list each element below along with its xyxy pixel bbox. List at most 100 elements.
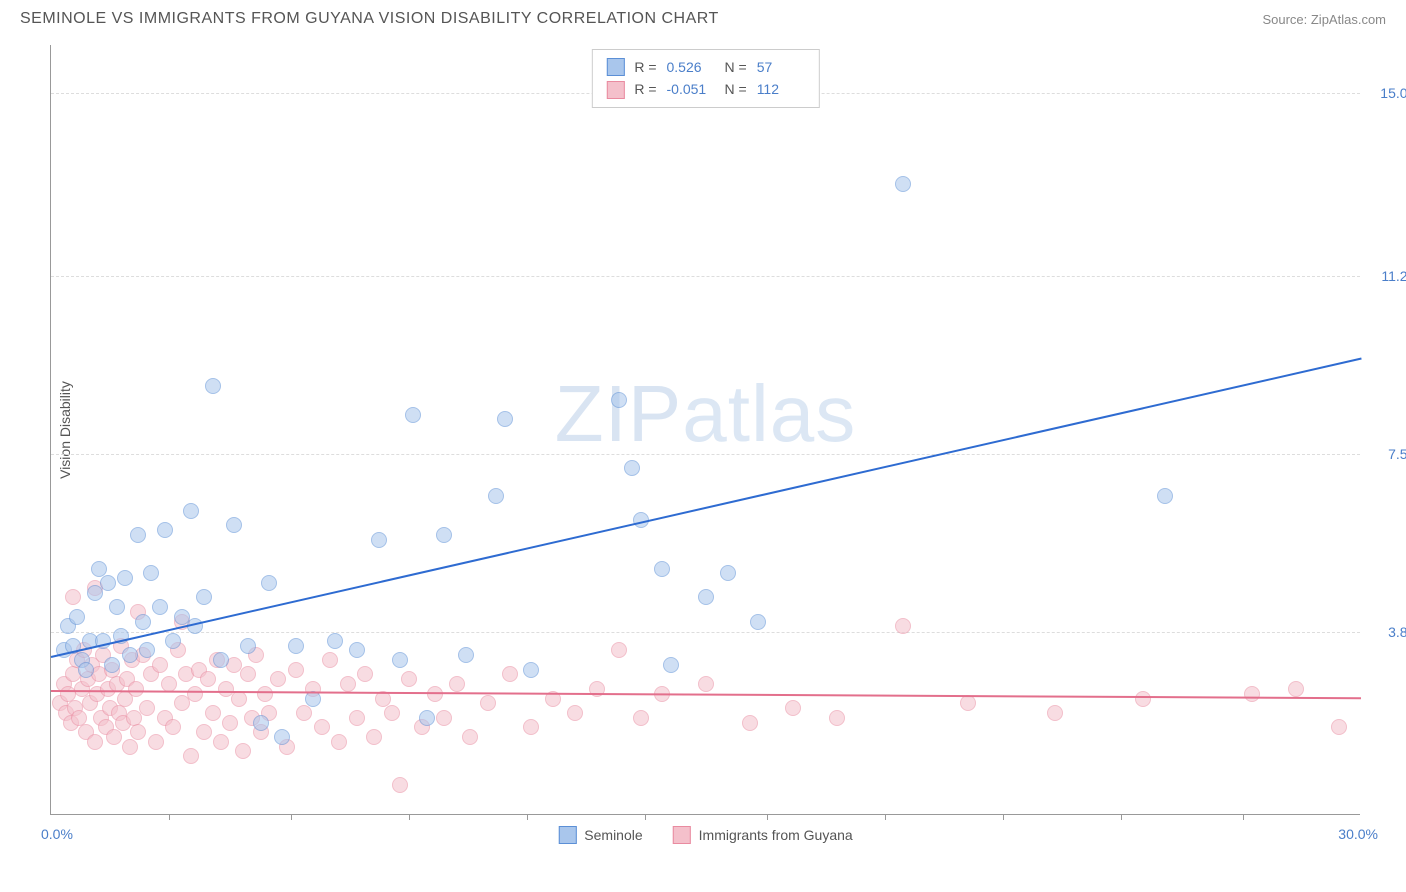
x-axis-max-label: 30.0% — [1338, 826, 1378, 842]
scatter-point — [196, 589, 212, 605]
grid-line — [51, 276, 1360, 277]
scatter-point — [253, 715, 269, 731]
scatter-point — [1288, 681, 1304, 697]
scatter-point — [523, 662, 539, 678]
legend-label: Immigrants from Guyana — [699, 827, 853, 843]
y-tick-label: 7.5% — [1388, 446, 1406, 462]
scatter-point — [213, 652, 229, 668]
scatter-point — [663, 657, 679, 673]
stat-label: R = — [634, 78, 656, 100]
scatter-point — [130, 724, 146, 740]
scatter-point — [122, 739, 138, 755]
stat-value-n: 112 — [757, 78, 805, 100]
x-tick — [1243, 814, 1244, 820]
scatter-point — [624, 460, 640, 476]
scatter-point — [327, 633, 343, 649]
scatter-point — [135, 614, 151, 630]
x-tick — [1003, 814, 1004, 820]
stats-legend-row: R =-0.051N =112 — [606, 78, 804, 100]
x-tick — [527, 814, 528, 820]
stats-legend-row: R = 0.526 N = 57 — [606, 56, 804, 78]
legend-label: Seminole — [584, 827, 642, 843]
scatter-point — [698, 676, 714, 692]
legend-swatch — [606, 81, 624, 99]
scatter-point — [165, 719, 181, 735]
scatter-point — [78, 662, 94, 678]
scatter-point — [183, 748, 199, 764]
scatter-point — [895, 176, 911, 192]
scatter-point — [288, 638, 304, 654]
scatter-point — [419, 710, 435, 726]
scatter-point — [261, 575, 277, 591]
scatter-point — [405, 407, 421, 423]
stat-label: R = — [634, 56, 656, 78]
scatter-point — [488, 488, 504, 504]
scatter-point — [497, 411, 513, 427]
scatter-point — [222, 715, 238, 731]
legend-swatch — [606, 58, 624, 76]
scatter-point — [611, 392, 627, 408]
scatter-point — [128, 681, 144, 697]
scatter-point — [401, 671, 417, 687]
scatter-point — [187, 686, 203, 702]
grid-line — [51, 632, 1360, 633]
scatter-point — [436, 527, 452, 543]
scatter-point — [109, 599, 125, 615]
scatter-point — [340, 676, 356, 692]
scatter-point — [91, 561, 107, 577]
scatter-point — [104, 657, 120, 673]
scatter-point — [117, 570, 133, 586]
scatter-point — [205, 378, 221, 394]
stat-value-n: 57 — [757, 56, 805, 78]
scatter-point — [130, 527, 146, 543]
scatter-point — [436, 710, 452, 726]
scatter-point — [152, 657, 168, 673]
scatter-point — [895, 618, 911, 634]
scatter-point — [100, 575, 116, 591]
x-tick — [1121, 814, 1122, 820]
chart-plot-area: ZIPatlas Vision Disability 3.8%7.5%11.2%… — [50, 45, 1360, 815]
scatter-point — [1157, 488, 1173, 504]
chart-title: SEMINOLE VS IMMIGRANTS FROM GUYANA VISIO… — [20, 10, 719, 28]
stat-value-r: 0.526 — [667, 56, 715, 78]
scatter-point — [349, 710, 365, 726]
legend-swatch — [558, 826, 576, 844]
scatter-point — [698, 589, 714, 605]
series-legend: Seminole Immigrants from Guyana — [558, 826, 852, 844]
y-tick-label: 3.8% — [1388, 624, 1406, 640]
y-tick-label: 11.2% — [1381, 268, 1406, 284]
header: SEMINOLE VS IMMIGRANTS FROM GUYANA VISIO… — [0, 0, 1406, 34]
scatter-point — [274, 729, 290, 745]
scatter-point — [720, 565, 736, 581]
scatter-point — [480, 695, 496, 711]
x-tick — [767, 814, 768, 820]
scatter-point — [148, 734, 164, 750]
scatter-point — [960, 695, 976, 711]
y-tick-label: 15.0% — [1380, 85, 1406, 101]
scatter-point — [322, 652, 338, 668]
scatter-point — [750, 614, 766, 630]
scatter-point — [829, 710, 845, 726]
scatter-point — [1331, 719, 1347, 735]
scatter-point — [371, 532, 387, 548]
scatter-point — [235, 743, 251, 759]
scatter-point — [200, 671, 216, 687]
x-tick — [645, 814, 646, 820]
stat-label: N = — [725, 56, 747, 78]
scatter-point — [1047, 705, 1063, 721]
scatter-point — [366, 729, 382, 745]
legend-item: Seminole — [558, 826, 642, 844]
scatter-point — [196, 724, 212, 740]
watermark-text: ZIPatlas — [555, 368, 856, 460]
scatter-point — [523, 719, 539, 735]
scatter-point — [1135, 691, 1151, 707]
scatter-point — [122, 647, 138, 663]
scatter-point — [349, 642, 365, 658]
scatter-point — [152, 599, 168, 615]
scatter-point — [69, 609, 85, 625]
x-tick — [169, 814, 170, 820]
scatter-point — [139, 700, 155, 716]
x-tick — [409, 814, 410, 820]
scatter-point — [449, 676, 465, 692]
stat-label: N = — [725, 78, 747, 100]
